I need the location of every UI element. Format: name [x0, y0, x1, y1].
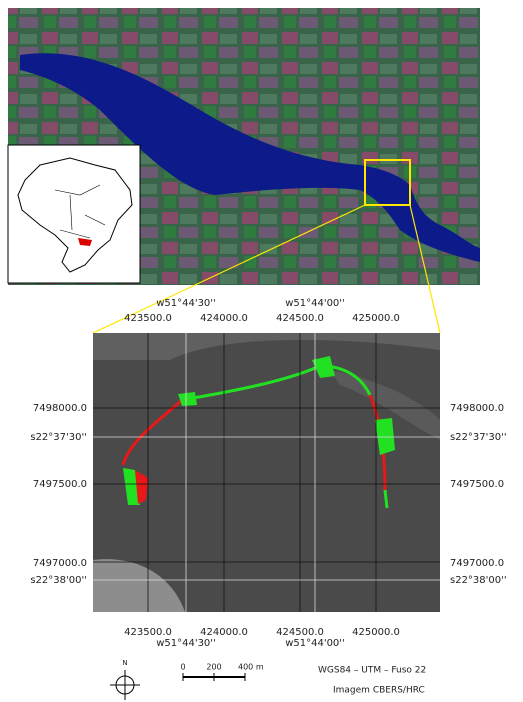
utm-label: 424500.0 — [276, 313, 324, 324]
right-label: 7498000.0 — [450, 403, 504, 414]
north-label: N — [122, 659, 127, 667]
scale-label: 400 m — [238, 663, 264, 672]
utm-label: 424000.0 — [200, 627, 248, 638]
right-label: 7497500.0 — [450, 479, 504, 490]
left-label: 7497500.0 — [33, 479, 87, 490]
scale-bar — [183, 673, 245, 681]
scale-label: 200 — [206, 663, 221, 672]
left-label: s22°37'30'' — [30, 432, 87, 443]
image-source: Imagem CBERS/HRC — [333, 686, 425, 696]
left-label: 7498000.0 — [33, 403, 87, 414]
utm-label: 423500.0 — [124, 313, 172, 324]
utm-label: 424000.0 — [200, 313, 248, 324]
geo-label: w51°44'00'' — [285, 638, 345, 649]
projection: WGS84 – UTM – Fuso 22 — [318, 666, 426, 676]
inset-map — [8, 145, 140, 283]
right-label: s22°38'00'' — [450, 575, 507, 586]
left-label: s22°38'00'' — [30, 575, 87, 586]
utm-label: 424500.0 — [276, 627, 324, 638]
left-label: 7497000.0 — [33, 558, 87, 569]
figure: N 0 200 400 m WGS84 – UTM – Fuso 22 Imag… — [0, 0, 523, 702]
geo-label: w51°44'30'' — [156, 298, 216, 309]
right-label: s22°37'30'' — [450, 432, 507, 443]
detail-image — [93, 333, 440, 612]
utm-label: 423500.0 — [124, 627, 172, 638]
geo-label: w51°44'00'' — [285, 298, 345, 309]
right-label: 7497000.0 — [450, 558, 504, 569]
north-arrow — [110, 670, 140, 700]
utm-label: 425000.0 — [352, 313, 400, 324]
utm-label: 425000.0 — [352, 627, 400, 638]
scale-label: 0 — [180, 663, 185, 672]
geo-label: w51°44'30'' — [156, 638, 216, 649]
